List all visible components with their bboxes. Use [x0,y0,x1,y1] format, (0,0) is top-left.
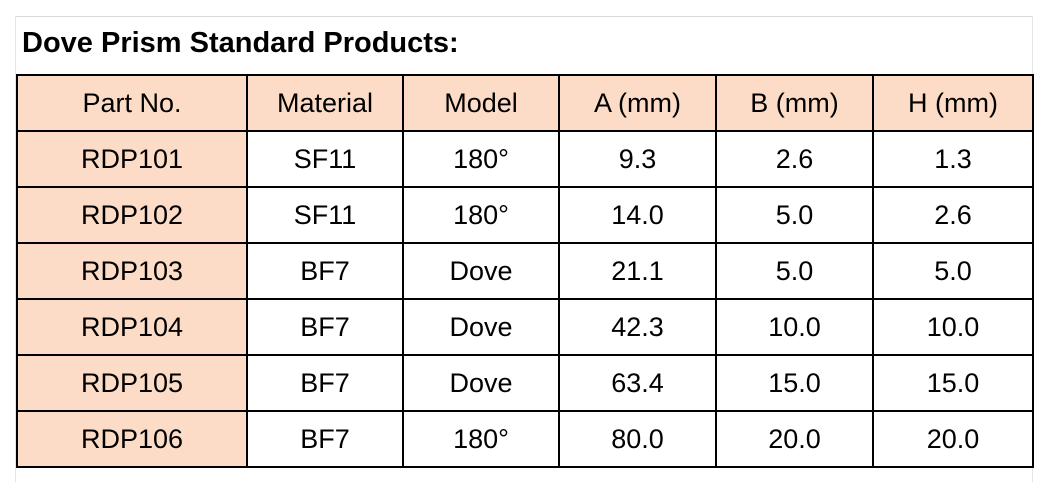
header-h-mm: H (mm) [872,74,1034,132]
cell-a-mm: 42.3 [558,298,717,356]
cell-a-mm: 21.1 [558,242,717,300]
page-title: Dove Prism Standard Products: [22,27,459,59]
cell-b-mm: 5.0 [715,242,874,300]
cell-b-mm: 2.6 [715,130,874,188]
cell-part-no: RDP106 [16,410,248,468]
table-row: RDP104 BF7 Dove 42.3 10.0 10.0 [16,298,1034,356]
cell-model: 180° [402,186,560,244]
cell-h-mm: 1.3 [872,130,1034,188]
table-row: RDP102 SF11 180° 14.0 5.0 2.6 [16,186,1034,244]
cell-model: Dove [402,242,560,300]
cell-h-mm: 5.0 [872,242,1034,300]
products-table: Part No. Material Model A (mm) B (mm) H … [16,74,1034,468]
cell-material: BF7 [246,354,404,412]
cell-b-mm: 15.0 [715,354,874,412]
table-row: RDP101 SF11 180° 9.3 2.6 1.3 [16,130,1034,188]
cell-material: BF7 [246,298,404,356]
cell-part-no: RDP102 [16,186,248,244]
cell-a-mm: 63.4 [558,354,717,412]
cell-a-mm: 9.3 [558,130,717,188]
cell-model: Dove [402,354,560,412]
cell-model: 180° [402,130,560,188]
header-part-no: Part No. [16,74,248,132]
cell-part-no: RDP103 [16,242,248,300]
header-b-mm: B (mm) [715,74,874,132]
cell-b-mm: 5.0 [715,186,874,244]
header-a-mm: A (mm) [558,74,717,132]
cell-model: Dove [402,298,560,356]
cell-material: SF11 [246,130,404,188]
header-model: Model [402,74,560,132]
table-header-row: Part No. Material Model A (mm) B (mm) H … [16,74,1034,132]
cell-model: 180° [402,410,560,468]
cell-h-mm: 2.6 [872,186,1034,244]
cell-material: SF11 [246,186,404,244]
cell-b-mm: 10.0 [715,298,874,356]
cell-material: BF7 [246,410,404,468]
cell-b-mm: 20.0 [715,410,874,468]
cell-part-no: RDP101 [16,130,248,188]
cell-h-mm: 10.0 [872,298,1034,356]
cell-h-mm: 15.0 [872,354,1034,412]
table-row: RDP103 BF7 Dove 21.1 5.0 5.0 [16,242,1034,300]
cell-part-no: RDP104 [16,298,248,356]
cell-a-mm: 14.0 [558,186,717,244]
cell-material: BF7 [246,242,404,300]
table-row: RDP106 BF7 180° 80.0 20.0 20.0 [16,410,1034,468]
header-material: Material [246,74,404,132]
cell-part-no: RDP105 [16,354,248,412]
cell-h-mm: 20.0 [872,410,1034,468]
table-row: RDP105 BF7 Dove 63.4 15.0 15.0 [16,354,1034,412]
cell-a-mm: 80.0 [558,410,717,468]
